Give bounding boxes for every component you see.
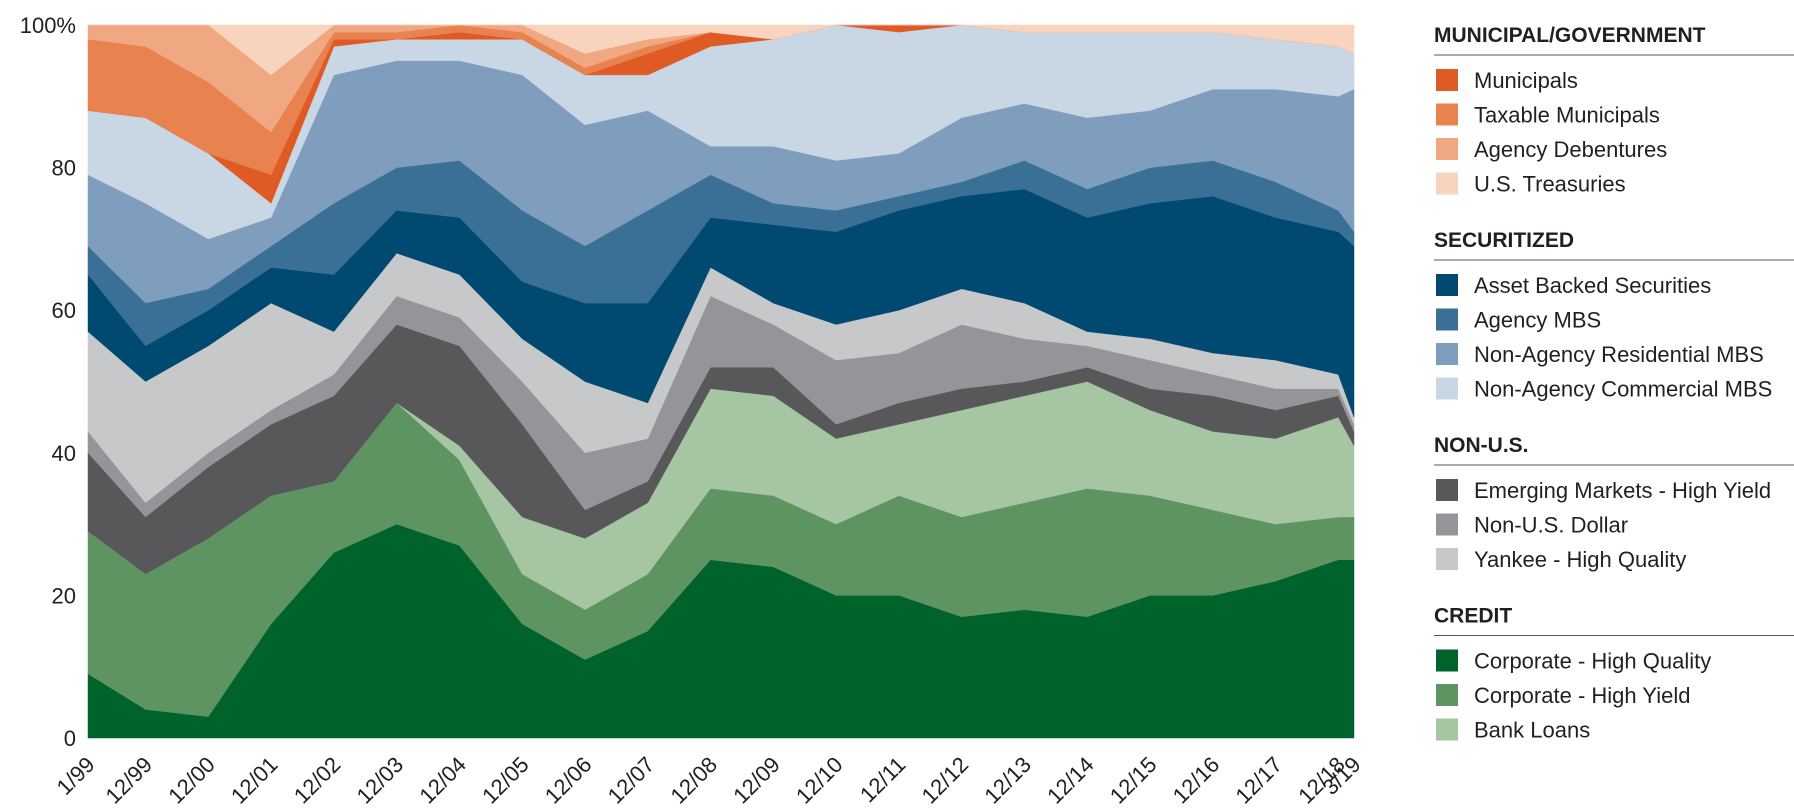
legend-label: Agency MBS: [1474, 308, 1601, 333]
legend-group-title: CREDIT: [1434, 605, 1512, 628]
y-tick-label: 60: [52, 298, 76, 323]
legend-swatch: [1436, 684, 1458, 706]
y-tick-label: 20: [52, 583, 76, 608]
x-tick-label: 12/06: [540, 752, 597, 809]
legend-label: Bank Loans: [1474, 718, 1590, 743]
legend-label: Yankee - High Quality: [1474, 547, 1686, 572]
legend-label: Agency Debentures: [1474, 137, 1667, 162]
x-tick-label: 12/12: [917, 752, 974, 809]
x-tick-label: 12/13: [979, 752, 1036, 809]
legend-label: Emerging Markets - High Yield: [1474, 478, 1771, 503]
legend-group-title: SECURITIZED: [1434, 229, 1574, 252]
y-tick-label: 40: [52, 441, 76, 466]
y-tick-label: 0: [64, 726, 76, 751]
x-tick-label: 12/01: [226, 752, 283, 809]
legend-swatch: [1436, 69, 1458, 91]
legend-swatch: [1436, 479, 1458, 501]
legend-swatch: [1436, 513, 1458, 536]
legend-swatch: [1436, 649, 1458, 672]
x-tick-label: 12/11: [855, 752, 910, 807]
legend-label: Corporate - High Quality: [1474, 649, 1711, 674]
legend-label: U.S. Treasuries: [1474, 172, 1626, 197]
y-tick-label: 80: [52, 156, 76, 181]
x-tick-label: 12/15: [1105, 752, 1162, 809]
legend-label: Non-Agency Residential MBS: [1474, 342, 1764, 367]
x-tick-label: 12/17: [1230, 752, 1287, 809]
legend-swatch: [1436, 172, 1458, 195]
legend-label: Non-U.S. Dollar: [1474, 513, 1628, 538]
x-tick-label: 12/04: [414, 752, 471, 809]
x-tick-label: 12/02: [289, 752, 346, 809]
legend-swatch: [1436, 308, 1458, 331]
legend-label: Taxable Municipals: [1474, 103, 1660, 128]
legend-swatch: [1436, 718, 1458, 741]
x-tick-label: 12/10: [791, 752, 848, 809]
legend-label: Non-Agency Commercial MBS: [1474, 377, 1772, 402]
x-tick-label: 12/03: [352, 752, 409, 809]
x-tick-label: 12/07: [603, 752, 660, 809]
legend-swatch: [1436, 343, 1458, 365]
x-tick-label: 12/00: [163, 752, 220, 809]
x-tick-label: 1/99: [52, 752, 100, 800]
legend-swatch: [1436, 377, 1458, 400]
x-tick-label: 12/14: [1042, 752, 1099, 809]
legend-group-title: NON-U.S.: [1434, 434, 1529, 457]
area: [88, 24, 1355, 76]
legend-label: Corporate - High Yield: [1474, 683, 1690, 708]
y-tick-label: 100%: [20, 13, 76, 38]
legend-swatch: [1436, 103, 1458, 126]
x-tick-label: 12/08: [665, 752, 722, 809]
x-tick-label: 12/99: [100, 752, 157, 809]
legend-group-title: MUNICIPAL/GOVERNMENT: [1434, 24, 1706, 47]
legend-label: Municipals: [1474, 68, 1578, 93]
x-tick-label: 12/16: [1168, 752, 1225, 809]
legend-swatch: [1436, 274, 1458, 296]
legend-swatch: [1436, 548, 1458, 570]
legend-label: Asset Backed Securities: [1474, 273, 1711, 298]
x-tick-label: 12/09: [728, 752, 785, 809]
legend-swatch: [1436, 138, 1458, 160]
x-tick-label: 12/05: [477, 752, 534, 809]
